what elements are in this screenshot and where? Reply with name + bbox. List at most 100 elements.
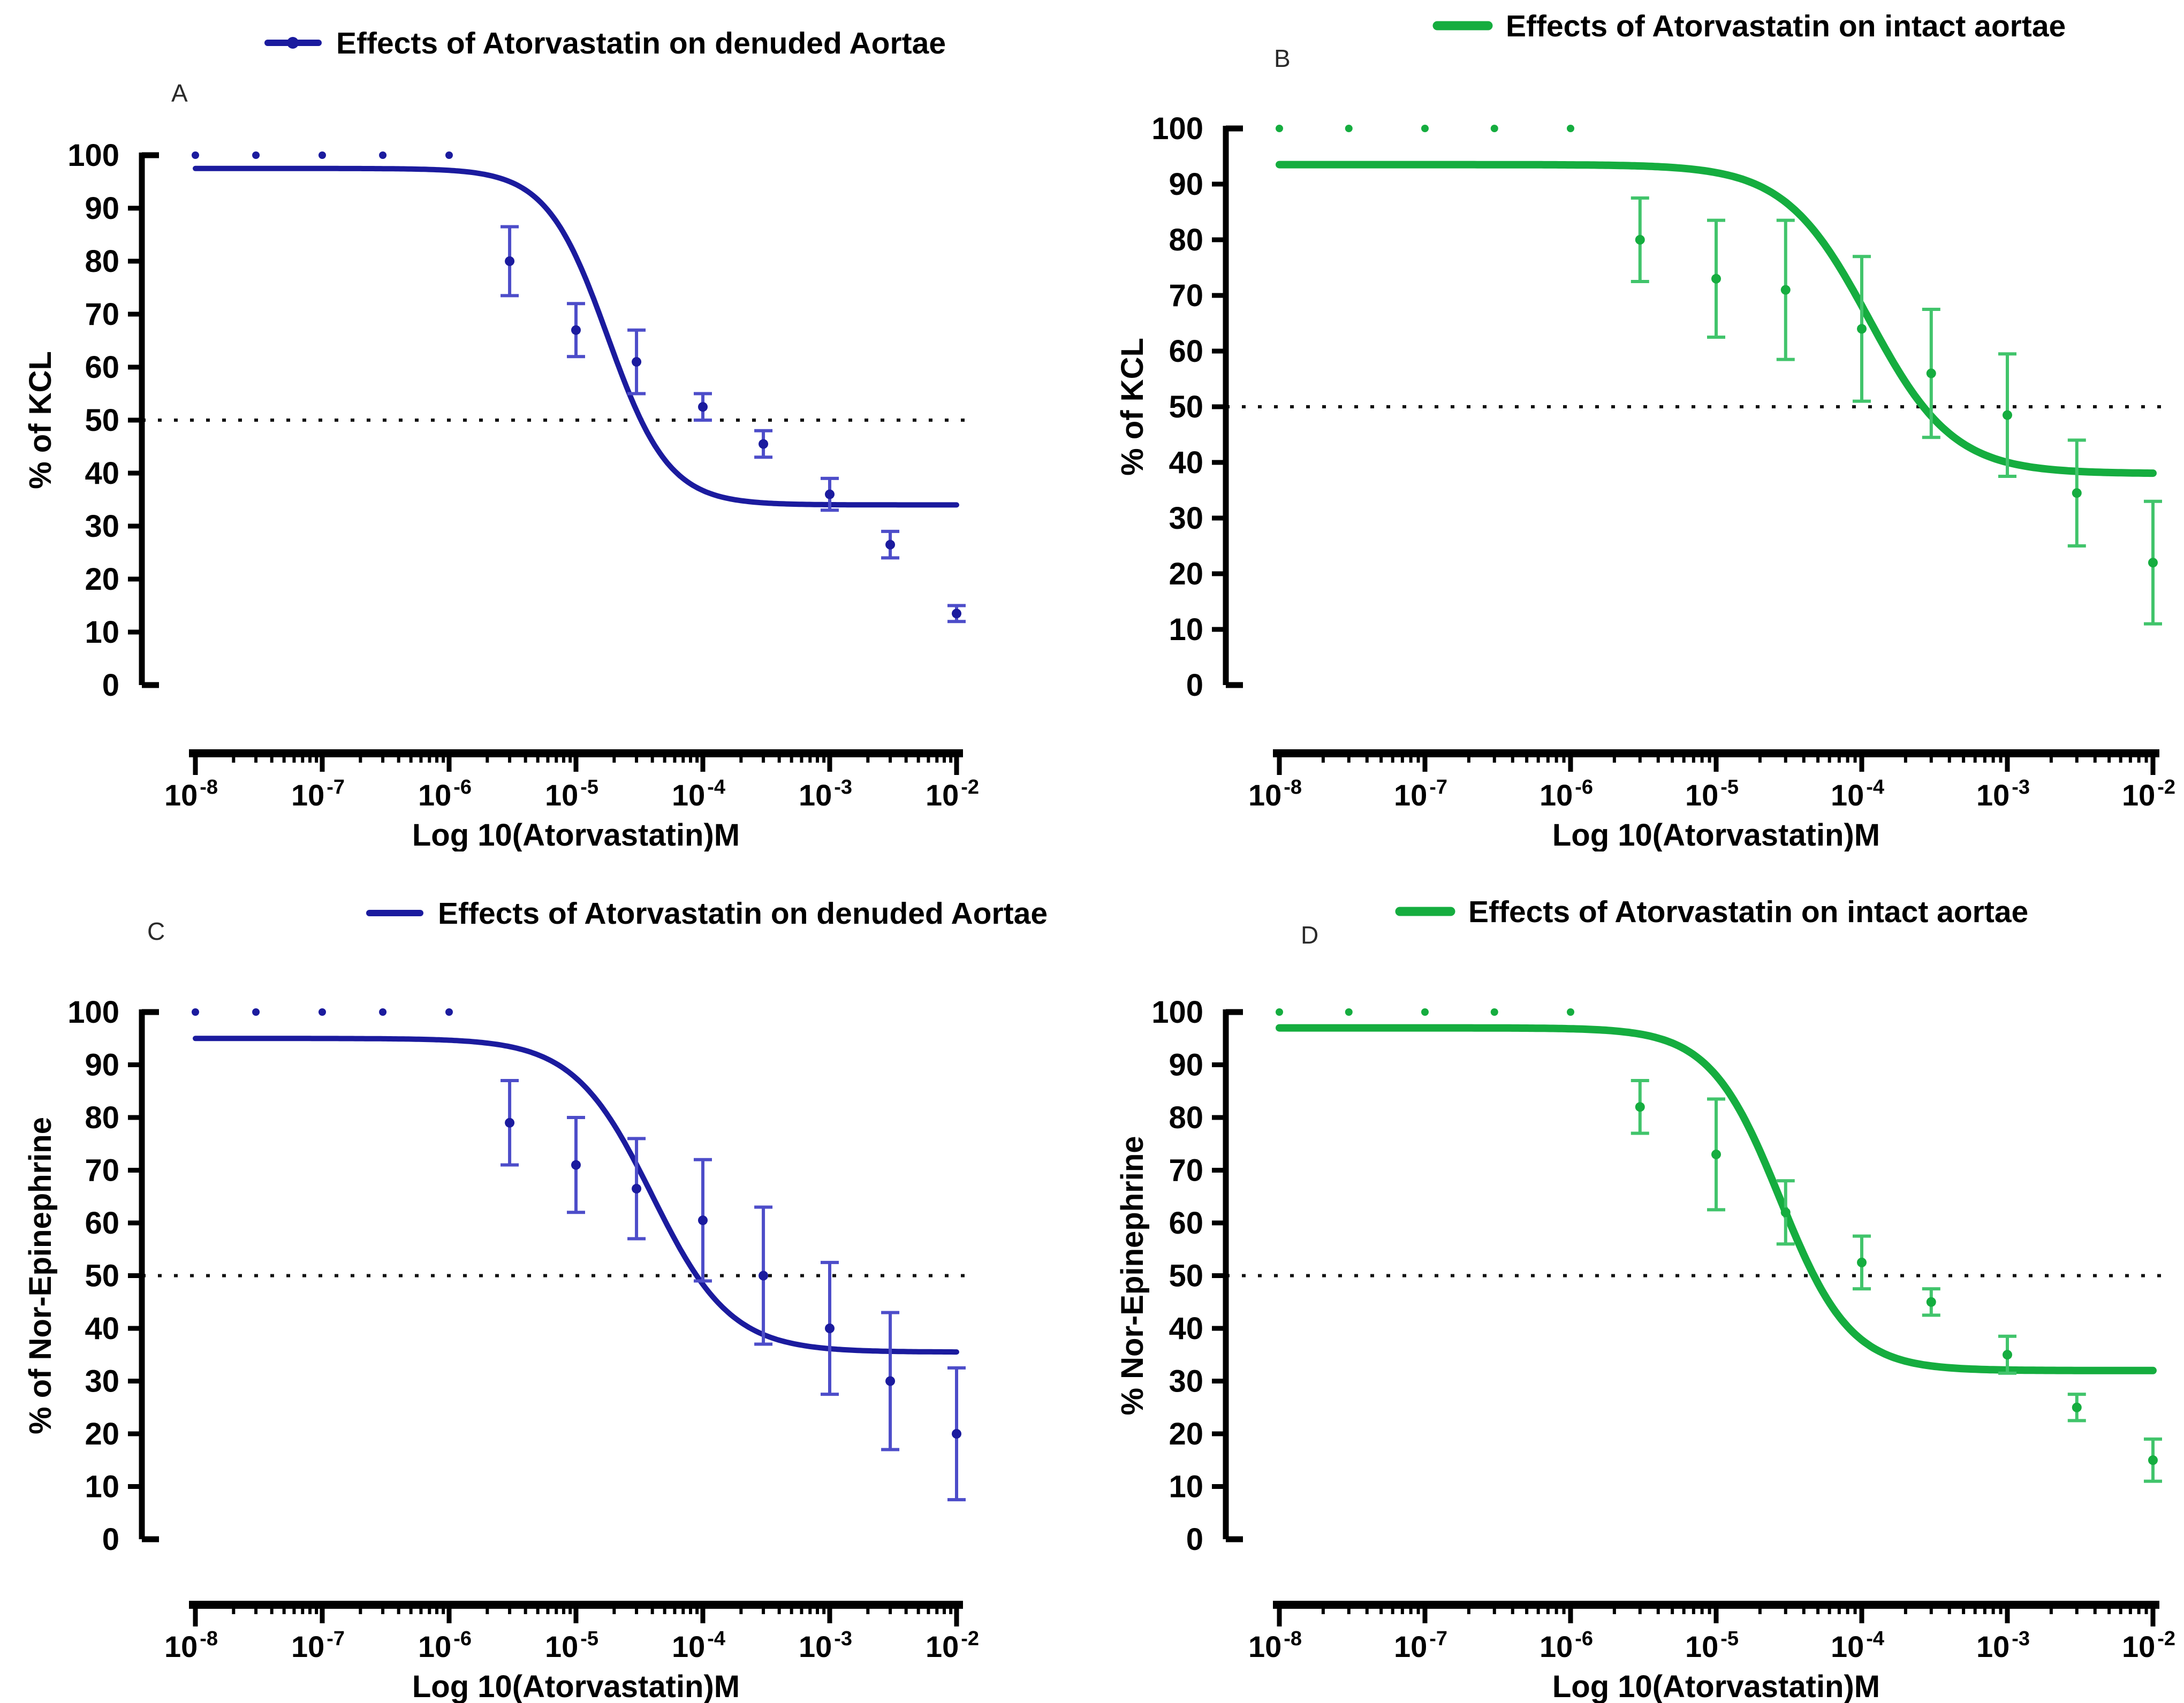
data-point: [698, 1215, 708, 1226]
data-point: [1345, 1008, 1353, 1016]
data-point: [952, 1429, 961, 1439]
x-tick-label: 10 -7: [1394, 776, 1447, 812]
x-tick-label: 10 -3: [799, 776, 852, 812]
data-point: [379, 151, 387, 159]
legend-label: Effects of Atorvastatin on intact aortae: [1468, 895, 2028, 929]
data-point: [632, 1183, 642, 1193]
data-point: [1711, 1149, 1721, 1159]
data-point: [379, 1008, 387, 1016]
x-tick-label: 10 -5: [545, 1628, 598, 1663]
y-tick-label: 50: [1169, 1259, 1203, 1294]
x-axis-title: Log 10(Atorvastatin)M: [1552, 818, 1880, 852]
data-point: [1490, 125, 1498, 132]
x-tick-label: 10 -4: [672, 1628, 725, 1663]
data-point: [885, 1376, 896, 1386]
y-axis-title: % Nor-Epinephrine: [1115, 1136, 1150, 1415]
x-tick-label: 10 -8: [164, 776, 218, 812]
x-tick-label: 10 -5: [1685, 1628, 1739, 1663]
y-tick-label: 80: [1169, 1100, 1203, 1135]
y-tick-label: 0: [1186, 1522, 1203, 1557]
y-tick-label: 80: [85, 1100, 119, 1135]
panel-b-kcl-intact: B Effects of Atorvastatin on intact aorta…: [1092, 0, 2184, 852]
panel-letter: B: [1274, 44, 1291, 72]
dose-response-chart: B Effects of Atorvastatin on intact aorta…: [1115, 9, 2175, 852]
y-tick-label: 70: [1169, 278, 1203, 313]
y-tick-label: 20: [85, 562, 119, 597]
data-point: [2072, 488, 2082, 498]
y-tick-label: 10: [85, 1470, 119, 1504]
data-point: [952, 609, 961, 619]
y-tick-label: 40: [85, 456, 119, 491]
data-point: [698, 402, 708, 412]
y-tick-label: 80: [85, 244, 119, 279]
y-tick-label: 90: [1169, 1048, 1203, 1083]
y-tick-label: 50: [85, 403, 119, 438]
x-tick-label: 10 -2: [2122, 1628, 2175, 1663]
x-tick-label: 10 -6: [418, 776, 472, 812]
y-tick-label: 20: [1169, 1417, 1203, 1451]
dose-response-chart: C Effects of Atorvastatin on denuded Aort…: [23, 896, 1048, 1703]
panel-letter: D: [1301, 921, 1318, 949]
y-tick-label: 60: [1169, 1206, 1203, 1241]
legend-marker-dot: [287, 37, 299, 49]
y-tick-label: 30: [1169, 501, 1203, 536]
data-point: [1926, 368, 1936, 378]
legend-label: Effects of Atorvastatin on intact aortae: [1506, 9, 2066, 43]
panel-c-norepi-denuded: C Effects of Atorvastatin on denuded Aort…: [0, 852, 1092, 1703]
data-point: [632, 357, 642, 367]
y-tick-label: 20: [1169, 557, 1203, 591]
x-tick-label: 10 -7: [291, 1628, 345, 1663]
data-point: [505, 1117, 515, 1128]
x-tick-label: 10 -2: [2122, 776, 2175, 812]
data-point: [825, 489, 835, 499]
x-tick-label: 10 -6: [1540, 1628, 1593, 1663]
y-tick-label: 0: [102, 668, 119, 703]
y-tick-label: 0: [102, 1522, 119, 1557]
y-tick-label: 100: [1151, 995, 1203, 1030]
data-point: [2003, 410, 2012, 420]
x-tick-label: 10 -4: [1831, 776, 1884, 812]
x-tick-label: 10 -4: [1831, 1628, 1884, 1663]
panel-a-kcl-denuded: A Effects of Atorvastatin on denuded Aort…: [0, 0, 1092, 852]
y-tick-label: 70: [1169, 1153, 1203, 1188]
y-tick-label: 30: [1169, 1364, 1203, 1399]
x-axis-title: Log 10(Atorvastatin)M: [412, 818, 740, 852]
panel-d-norepi-intact: D Effects of Atorvastatin on intact aorta…: [1092, 852, 2184, 1703]
data-point: [1857, 324, 1867, 334]
y-tick-label: 70: [85, 297, 119, 332]
y-tick-label: 30: [85, 1364, 119, 1399]
x-tick-label: 10 -5: [545, 776, 598, 812]
y-tick-label: 90: [85, 1048, 119, 1083]
y-tick-label: 40: [1169, 1311, 1203, 1346]
data-point: [1780, 1207, 1791, 1218]
x-tick-label: 10 -3: [1976, 1628, 2030, 1663]
y-tick-label: 20: [85, 1417, 119, 1451]
data-point: [1567, 125, 1574, 132]
dose-response-chart: D Effects of Atorvastatin on intact aorta…: [1115, 895, 2175, 1703]
x-tick-label: 10 -8: [164, 1628, 218, 1663]
data-point: [445, 1008, 453, 1016]
x-tick-label: 10 -2: [926, 776, 979, 812]
y-tick-label: 100: [67, 995, 119, 1030]
y-tick-label: 60: [1169, 334, 1203, 369]
x-tick-label: 10 -3: [799, 1628, 852, 1663]
y-tick-label: 10: [1169, 612, 1203, 647]
data-point: [1635, 1102, 1645, 1112]
data-point: [825, 1324, 835, 1333]
data-point: [192, 1008, 199, 1016]
data-point: [318, 151, 326, 159]
data-point: [192, 151, 199, 159]
legend-label: Effects of Atorvastatin on denuded Aorta…: [336, 26, 946, 60]
x-tick-label: 10 -8: [1248, 1628, 1302, 1663]
data-point: [1780, 285, 1791, 295]
data-point: [1635, 235, 1645, 245]
y-tick-label: 0: [1186, 668, 1203, 703]
data-point: [1711, 273, 1721, 284]
x-tick-label: 10 -4: [672, 776, 725, 812]
data-point: [1567, 1008, 1574, 1016]
x-tick-label: 10 -8: [1248, 776, 1302, 812]
data-point: [1276, 1008, 1283, 1016]
y-tick-label: 50: [1169, 390, 1203, 424]
x-tick-label: 10 -6: [418, 1628, 472, 1663]
y-tick-label: 50: [85, 1259, 119, 1294]
